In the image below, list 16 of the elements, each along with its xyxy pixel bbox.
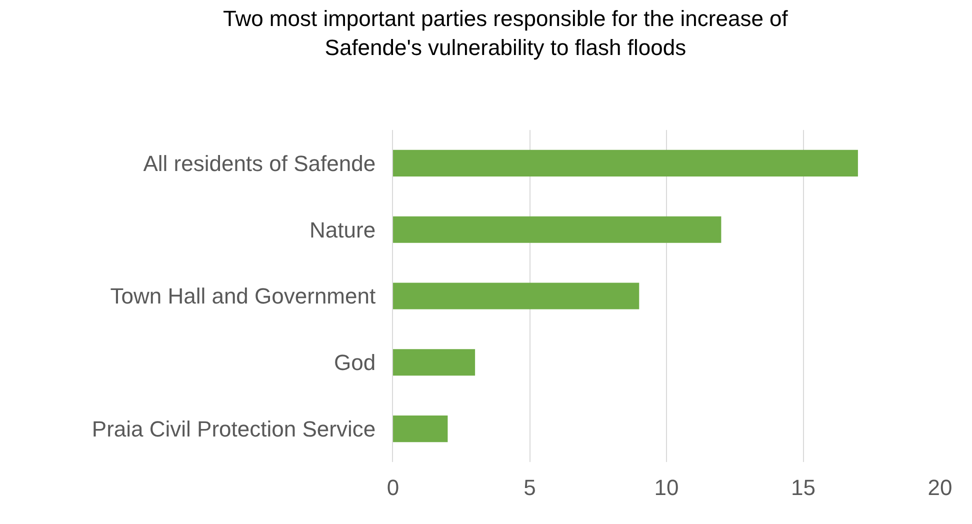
x-tick-label: 10	[654, 475, 679, 500]
x-tick-label: 20	[928, 475, 952, 500]
x-tick-label: 0	[386, 475, 400, 500]
chart-title: Two most important parties responsible for the increase of Safende's vulnerability to flash floods	[222, 6, 789, 60]
y-tick-label: Nature	[310, 217, 376, 242]
x-tick-label: 15	[791, 475, 816, 500]
x-tick-label: 5	[524, 475, 536, 500]
bar	[393, 416, 448, 442]
y-tick-label: Town Hall and Government	[110, 284, 376, 309]
bar	[393, 216, 722, 243]
bar	[393, 150, 858, 176]
bar	[393, 349, 476, 376]
y-tick-label: Praia Civil Protection Service	[92, 416, 376, 442]
y-tick-label: All residents of Safende	[143, 150, 376, 176]
bar	[393, 282, 640, 310]
y-tick-label: God	[334, 350, 376, 376]
